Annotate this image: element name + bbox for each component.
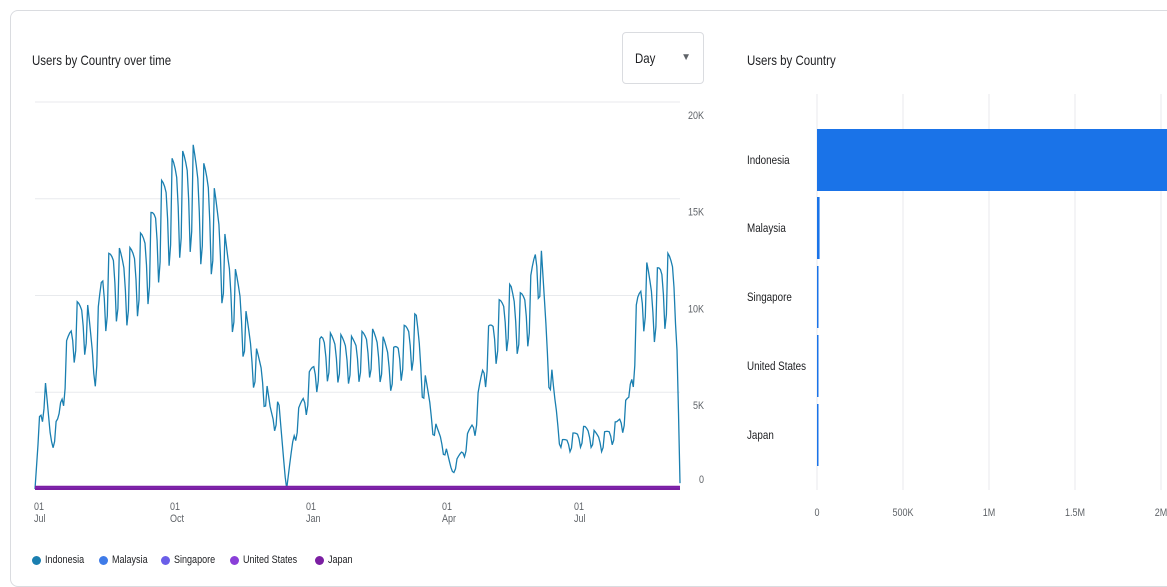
category-label: Singapore bbox=[747, 291, 792, 304]
legend-item-indonesia[interactable]: Indonesia bbox=[32, 554, 93, 566]
legend-item-japan[interactable]: Japan bbox=[315, 554, 358, 566]
interval-dropdown[interactable]: Day ▼ bbox=[622, 32, 704, 84]
y-tick-label: 15K bbox=[688, 207, 704, 219]
line-chart-title: Users by Country over time bbox=[32, 52, 172, 68]
svg-text:Apr: Apr bbox=[442, 513, 457, 525]
bar-chart-title: Users by Country bbox=[747, 52, 836, 68]
bar-malaysia[interactable] bbox=[817, 197, 820, 259]
chevron-down-icon: ▼ bbox=[681, 52, 691, 63]
svg-text:Jul: Jul bbox=[34, 513, 46, 525]
svg-text:01: 01 bbox=[170, 501, 180, 513]
legend-dot-icon bbox=[32, 555, 41, 565]
svg-text:Jan: Jan bbox=[306, 513, 321, 525]
x-tick-label: 500K bbox=[892, 507, 913, 519]
legend-dot-icon bbox=[230, 555, 240, 565]
legend-item-united-states[interactable]: United States bbox=[230, 554, 309, 566]
y-tick-label: 10K bbox=[688, 304, 704, 316]
legend-label: Japan bbox=[328, 554, 353, 566]
category-label: Indonesia bbox=[747, 154, 790, 167]
x-tick-label: 2M bbox=[1155, 507, 1167, 519]
y-tick-label: 0 bbox=[699, 474, 704, 486]
legend-dot-icon bbox=[315, 555, 325, 565]
legend-label: United States bbox=[243, 554, 298, 566]
y-tick-label: 20K bbox=[688, 110, 704, 122]
category-label: Japan bbox=[747, 429, 774, 442]
svg-text:Oct: Oct bbox=[170, 513, 184, 525]
bar-united-states[interactable] bbox=[817, 335, 819, 397]
legend-label: Indonesia bbox=[45, 554, 85, 566]
legend-dot-icon bbox=[98, 555, 108, 565]
bar-indonesia[interactable] bbox=[817, 129, 1167, 191]
svg-text:01: 01 bbox=[442, 501, 452, 513]
svg-text:01: 01 bbox=[306, 501, 316, 513]
series-line-indonesia bbox=[34, 144, 681, 490]
x-tick-label: 0 bbox=[814, 507, 819, 519]
chart-legend: Indonesia Malaysia Singapore United States J… bbox=[32, 553, 364, 567]
svg-text:Jul: Jul bbox=[574, 513, 586, 525]
users-by-country-chart: 0 500K 1M 1.5M 2M Indonesia Malaysia Singapore U… bbox=[747, 94, 1167, 519]
analytics-card bbox=[10, 10, 1167, 587]
svg-text:01: 01 bbox=[574, 501, 584, 513]
y-tick-label: 5K bbox=[693, 401, 704, 413]
bar-singapore[interactable] bbox=[817, 266, 819, 328]
x-tick-label: 1M bbox=[983, 507, 996, 519]
category-label: United States bbox=[747, 360, 807, 373]
interval-value: Day bbox=[635, 50, 656, 66]
legend-dot-icon bbox=[161, 555, 171, 565]
legend-item-malaysia[interactable]: Malaysia bbox=[98, 554, 155, 566]
x-tick-label: 1.5M bbox=[1065, 507, 1085, 519]
category-label: Malaysia bbox=[747, 222, 787, 235]
legend-item-singapore[interactable]: Singapore bbox=[161, 554, 224, 566]
legend-label: Malaysia bbox=[111, 554, 148, 566]
svg-text:01: 01 bbox=[34, 501, 44, 513]
legend-label: Singapore bbox=[174, 554, 216, 566]
bar-japan[interactable] bbox=[817, 404, 819, 466]
